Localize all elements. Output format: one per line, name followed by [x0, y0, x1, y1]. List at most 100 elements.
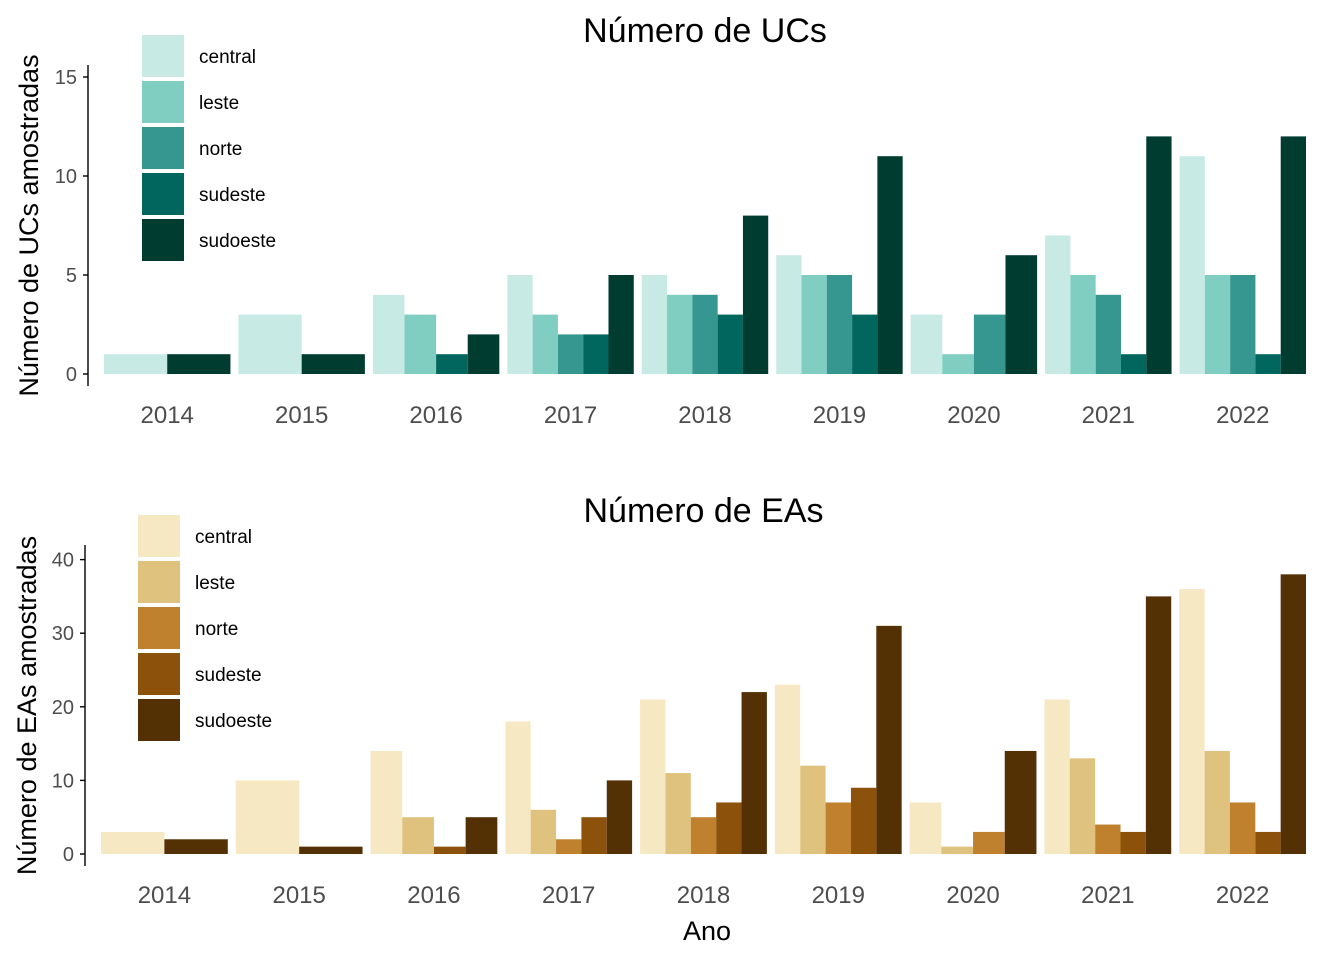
legend-key-sudeste: [142, 173, 184, 215]
legend-key-leste: [138, 561, 180, 603]
bar-norte-2019: [826, 275, 853, 374]
x-tick-label: 2014: [141, 402, 194, 429]
y-tick-label: 10: [55, 166, 77, 188]
y-tick-label: 20: [52, 697, 74, 719]
bar-leste-2017: [530, 809, 557, 854]
bar-norte-2022: [1230, 275, 1256, 374]
bar-sudoeste-2016: [465, 817, 498, 854]
bar-leste-2019: [801, 275, 827, 374]
bar-sudoeste-2019: [876, 625, 902, 854]
bar-leste-2020: [941, 846, 974, 854]
bar-central-2018: [641, 275, 668, 374]
chart-title: Número de EAs: [584, 492, 824, 530]
bar-central-2020: [910, 314, 943, 374]
bar-sudeste-2018: [716, 802, 742, 854]
bar-central-2017: [505, 721, 531, 854]
bar-sudeste-2019: [852, 314, 878, 374]
bar-sudoeste-2015: [299, 846, 363, 854]
legend-key-norte: [138, 607, 180, 649]
bar-sudeste-2016: [433, 846, 466, 854]
x-tick-label: 2016: [407, 882, 460, 909]
bar-central-2019: [774, 684, 801, 854]
bar-leste-2019: [800, 765, 826, 854]
legend-key-sudoeste: [138, 699, 180, 741]
x-tick-label: 2017: [542, 882, 595, 909]
x-tick-label: 2015: [272, 882, 325, 909]
legend-label-sudeste: sudeste: [199, 185, 266, 206]
legend-label-leste: leste: [195, 573, 235, 594]
bar-sudoeste-2020: [1004, 750, 1037, 854]
legend-label-norte: norte: [195, 619, 238, 640]
bar-central-2020: [909, 802, 942, 854]
bar-leste-2022: [1204, 275, 1231, 374]
bar-central-2016: [372, 294, 405, 374]
x-tick-label: 2021: [1081, 882, 1134, 909]
bar-central-2021: [1045, 235, 1071, 374]
bar-leste-2022: [1204, 750, 1230, 854]
y-tick-label: 15: [55, 67, 77, 89]
legend-label-norte: norte: [199, 139, 242, 160]
bar-norte-2021: [1095, 294, 1121, 374]
bar-sudeste-2022: [1255, 831, 1281, 854]
bar-norte-2021: [1095, 824, 1121, 854]
legend-label-central: central: [195, 527, 252, 548]
legend-label-sudoeste: sudoeste: [199, 231, 276, 252]
legend-key-central: [138, 515, 180, 557]
x-tick-label: 2020: [947, 402, 1000, 429]
bar-norte-2020: [973, 831, 1005, 854]
bar-sudoeste-2021: [1146, 136, 1172, 374]
bar-leste-2016: [402, 817, 434, 854]
bar-sudoeste-2018: [741, 692, 767, 854]
bar-central-2022: [1179, 589, 1205, 854]
legend-label-central: central: [199, 47, 256, 68]
bar-norte-2017: [556, 839, 582, 854]
x-tick-label: 2022: [1216, 402, 1269, 429]
legend-key-leste: [142, 81, 184, 123]
legend-label-sudeste: sudeste: [195, 665, 262, 686]
bar-norte-2018: [692, 294, 718, 374]
y-axis-label: Número de UCs amostradas: [14, 54, 44, 396]
bar-sudoeste-2019: [877, 156, 903, 374]
bar-sudoeste-2022: [1280, 136, 1306, 374]
bar-leste-2021: [1070, 275, 1096, 374]
bar-sudoeste-2020: [1005, 255, 1038, 374]
bar-leste-2017: [532, 314, 558, 374]
legend-label-leste: leste: [199, 93, 239, 114]
bar-sudeste-2017: [583, 334, 609, 374]
bar-norte-2018: [690, 817, 717, 854]
bar-central-2014: [101, 831, 165, 854]
bar-sudeste-2019: [850, 787, 877, 854]
bar-norte-2022: [1229, 802, 1256, 854]
x-tick-label: 2017: [544, 402, 597, 429]
bar-central-2015: [238, 314, 302, 374]
x-tick-label: 2019: [812, 882, 865, 909]
bar-norte-2020: [973, 314, 1006, 374]
bar-sudoeste-2014: [167, 354, 231, 374]
bar-sudeste-2021: [1120, 831, 1146, 854]
bar-sudoeste-2022: [1280, 574, 1306, 854]
bar-sudoeste-2017: [606, 780, 633, 854]
legend-key-norte: [142, 127, 184, 169]
y-tick-label: 10: [52, 770, 74, 792]
bar-leste-2016: [404, 314, 437, 374]
bar-leste-2020: [942, 354, 974, 374]
x-tick-label: 2021: [1082, 402, 1135, 429]
x-tick-label: 2015: [275, 402, 328, 429]
bar-sudeste-2021: [1120, 354, 1147, 374]
bar-central-2018: [640, 699, 666, 854]
bar-leste-2018: [667, 294, 693, 374]
legend-key-sudeste: [138, 653, 180, 695]
bar-central-2017: [507, 275, 533, 374]
x-tick-label: 2020: [946, 882, 999, 909]
x-tick-label: 2018: [677, 882, 730, 909]
bar-central-2022: [1179, 156, 1205, 374]
bar-norte-2017: [557, 334, 584, 374]
bar-sudeste-2018: [717, 314, 743, 374]
y-tick-label: 5: [66, 265, 77, 287]
legend-key-central: [142, 35, 184, 77]
uc-chart-panel: Número de UCs Número de UCs amostradas 0 5 1…: [14, 12, 1306, 429]
bar-central-2014: [104, 354, 168, 374]
bar-central-2021: [1044, 699, 1070, 854]
bar-sudoeste-2014: [164, 839, 228, 854]
